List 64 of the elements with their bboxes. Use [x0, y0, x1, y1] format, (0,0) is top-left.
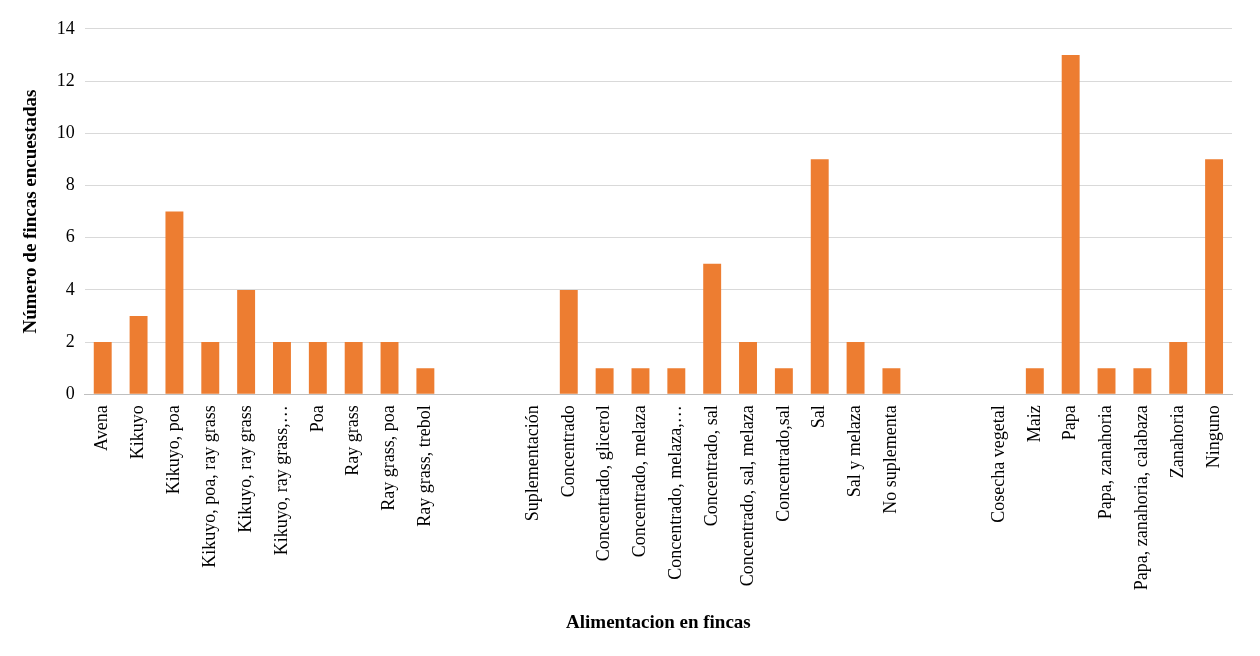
bar: [273, 342, 291, 394]
bar: [237, 289, 256, 394]
x-tick-label: Concentrado: [557, 405, 578, 498]
bar: [810, 159, 829, 394]
x-tick-label: Zanahoria: [1166, 405, 1187, 479]
x-tick-label: Suplementación: [521, 405, 542, 522]
x-tick-label: Ray grass: [342, 405, 363, 476]
x-tick-label: Kikuyo, poa, ray grass: [199, 405, 220, 568]
x-tick-label: Sal: [808, 405, 829, 429]
x-tick-label: No suplementa: [880, 405, 901, 514]
x-tick-label: Ray grass, trebol: [414, 405, 435, 527]
x-tick-label: Papa: [1059, 405, 1080, 441]
x-tick-label: Poa: [306, 405, 327, 433]
x-tick-label: Kikuyo, poa: [163, 405, 184, 495]
bar: [93, 342, 112, 394]
bar: [416, 368, 435, 394]
bar: [201, 342, 220, 394]
x-tick-label: Cosecha vegetal: [987, 405, 1008, 523]
x-tick-label: Kikuyo, ray grass: [234, 405, 255, 533]
x-tick-label: Maiz: [1023, 405, 1044, 443]
bar: [559, 289, 578, 394]
x-tick-label: Kikuyo: [127, 405, 148, 460]
bar: [667, 368, 686, 394]
bar: [1061, 54, 1080, 394]
bar: [308, 342, 327, 394]
bar: [774, 368, 793, 394]
x-tick-label: Concentrado, glicerol: [593, 405, 614, 562]
y-tick-label: 8: [65, 174, 75, 195]
y-tick-label: 0: [65, 383, 75, 404]
x-tick-label: Avena: [91, 405, 112, 451]
bar: [344, 342, 363, 394]
y-tick-label: 14: [56, 17, 75, 38]
x-tick-label: Sal y melaza: [844, 405, 865, 498]
x-tick-label: Concentrado, sal: [700, 405, 721, 527]
x-tick-label: Papa, zanahoria, calabaza: [1131, 405, 1152, 591]
y-axis-title: Número de fincas encuestadas: [19, 89, 41, 334]
x-tick-label: Papa, zanahoria: [1095, 405, 1116, 520]
bar: [1025, 368, 1044, 394]
x-axis-title: Alimentacion en fincas: [566, 610, 751, 632]
bar: [739, 342, 757, 394]
bar: [165, 211, 184, 394]
y-tick-label: 4: [65, 278, 75, 299]
x-tick-label: Concentrado, melaza: [629, 405, 650, 558]
bar: [1169, 342, 1188, 394]
x-tick-label: Ninguno: [1202, 405, 1223, 469]
y-tick-label: 12: [56, 69, 75, 90]
bar: [846, 342, 865, 394]
x-tick-label: Kikuyo, ray grass,…: [270, 405, 291, 556]
bar: [595, 368, 614, 394]
bar: [631, 368, 650, 394]
bar: [882, 368, 901, 394]
x-tick-label: Concentrado,sal: [772, 405, 793, 522]
x-tick-label: Concentrado, melaza,…: [665, 405, 686, 580]
bar: [703, 263, 722, 394]
bar: [380, 342, 399, 394]
y-tick-label: 10: [56, 121, 75, 142]
bar: [129, 316, 148, 394]
y-tick-label: 6: [65, 226, 75, 247]
bar: [1205, 159, 1224, 394]
x-tick-label: Ray grass, poa: [378, 405, 399, 511]
y-tick-label: 2: [65, 330, 75, 351]
bar: [1133, 368, 1152, 394]
bar: [1097, 368, 1116, 394]
x-tick-label: Concentrado, sal, melaza: [736, 405, 757, 587]
